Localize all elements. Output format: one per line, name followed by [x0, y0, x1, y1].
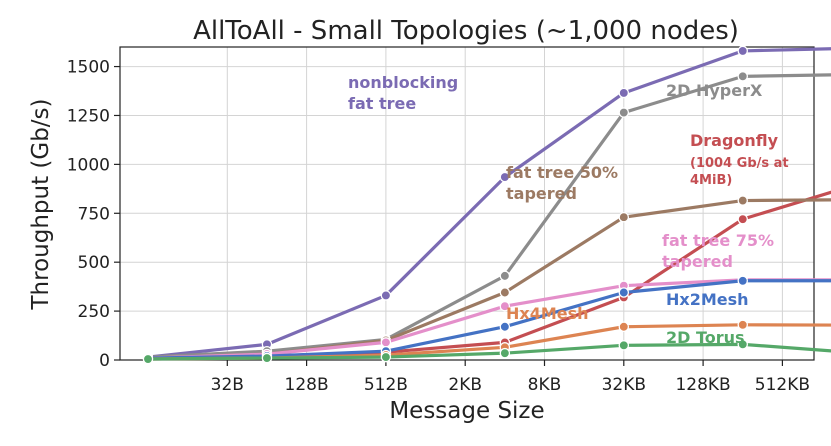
annotation-layer: nonblocking fat tree 2D HyperX Dragonfly (10… [348, 73, 789, 347]
y-tick-label: 0 [99, 351, 110, 371]
data-point-2d-hyperx [737, 71, 749, 82]
data-point-fat-tree-50-tapered [737, 195, 749, 206]
data-point-2d-torus [142, 353, 154, 365]
data-point-2d-hyperx [499, 270, 511, 282]
data-point-2d-torus [499, 347, 511, 359]
data-point-hx2mesh [618, 287, 630, 298]
series-line-2d-hyperx [146, 73, 831, 359]
annotation-line: fat tree 50% [506, 163, 618, 182]
x-tick-label: 32B [211, 375, 244, 395]
data-point-2d-hyperx [618, 107, 630, 118]
annotation-label: Hx2Mesh [666, 290, 749, 309]
y-tick-label: 750 [78, 204, 110, 224]
series-2d-torus [142, 339, 831, 365]
data-point-2d-torus [737, 339, 749, 350]
data-point-nonblocking-fat-tree [737, 45, 749, 57]
x-tick-label: 8KB [528, 375, 562, 395]
annotation-line: Dragonfly [690, 131, 779, 150]
annotation-line: 2D Torus [666, 328, 745, 347]
data-point-fat-tree-75-tapered [380, 337, 392, 348]
annotation-line: fat tree [348, 94, 416, 113]
annotation-label: 2D Torus [666, 328, 745, 347]
chart-title: AllToAll - Small Topologies (~1,000 node… [193, 16, 739, 46]
data-point-dragonfly [737, 213, 749, 225]
annotation-label: nonblocking fat tree [348, 73, 458, 113]
annotation-line: nonblocking [348, 73, 458, 92]
x-tick-label: 128KB [675, 375, 730, 395]
annotation-line: tapered [506, 184, 577, 203]
data-point-nonblocking-fat-tree [618, 87, 630, 99]
annotation-label: Hx4Mesh [506, 304, 589, 323]
data-point-hx4mesh [618, 321, 630, 332]
x-tick-label: 2KB [448, 375, 482, 395]
data-point-2d-torus [261, 352, 273, 364]
annotation-line: 4MiB) [690, 173, 732, 188]
x-tick-label: 512B [364, 375, 408, 395]
annotation-line: Hx4Mesh [506, 304, 589, 323]
annotation-line: fat tree 75% [662, 231, 774, 250]
tick-layer: 0 250 500 750 1000 1250 1500 32B 128B 512B 2KB 8KB 3… [67, 58, 810, 395]
annotation-line: Hx2Mesh [666, 290, 749, 309]
annotation-line: 2D HyperX [666, 81, 763, 100]
annotation-line: (1004 Gb/s at [690, 156, 789, 171]
y-tick-label: 1250 [67, 106, 110, 126]
data-point-fat-tree-50-tapered [618, 211, 630, 223]
annotation-label: (1004 Gb/s at 4MiB) [690, 156, 789, 188]
y-tick-label: 250 [78, 302, 110, 322]
x-axis-title: Message Size [389, 398, 544, 424]
series-2d-hyperx [142, 71, 831, 363]
series-layer [142, 45, 831, 365]
data-point-hx4mesh [737, 319, 749, 331]
annotation-label: Dragonfly [690, 131, 779, 150]
x-tick-label: 128B [285, 375, 329, 395]
y-tick-label: 1000 [67, 155, 110, 175]
grid-layer [120, 47, 814, 361]
data-point-hx2mesh [499, 321, 511, 332]
plot-frame [119, 46, 815, 361]
data-point-fat-tree-50-tapered [499, 287, 511, 298]
annotation-label: 2D HyperX [666, 81, 763, 100]
data-point-2d-torus [380, 351, 392, 363]
annotation-label: fat tree 75% tapered [662, 231, 774, 271]
annotation-label: fat tree 50% tapered [506, 163, 618, 203]
x-tick-label: 32KB [602, 375, 646, 395]
x-tick-label: 512KB [755, 375, 810, 395]
y-tick-label: 500 [78, 253, 110, 273]
data-point-nonblocking-fat-tree [499, 171, 511, 183]
data-point-hx2mesh [737, 275, 749, 287]
y-axis-title: Throughput (Gb/s) [28, 98, 54, 310]
data-point-2d-torus [618, 340, 630, 351]
data-point-nonblocking-fat-tree [380, 290, 392, 301]
annotation-line: tapered [662, 252, 733, 271]
y-tick-label: 1500 [67, 58, 110, 78]
data-point-fat-tree-75-tapered [499, 300, 511, 312]
